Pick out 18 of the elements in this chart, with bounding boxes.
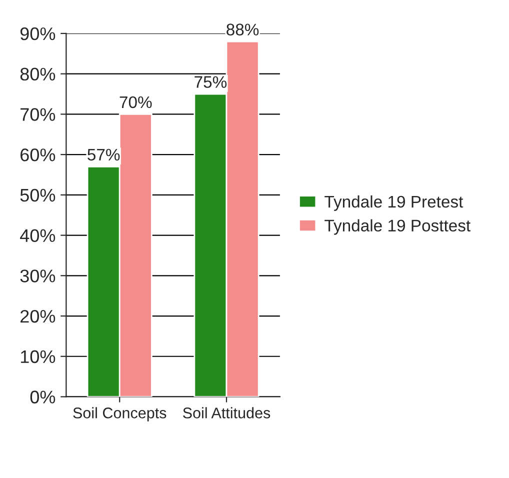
y-tick-label: 50% xyxy=(20,188,56,202)
legend-label: Tyndale 19 Posttest xyxy=(324,219,470,235)
y-tick-label: 40% xyxy=(20,229,56,242)
x-tick-label: Soil Attitudes xyxy=(183,407,270,418)
x-tick-label: Soil Concepts xyxy=(73,407,166,422)
y-tick-label: 30% xyxy=(20,270,56,282)
data-label: 75% xyxy=(194,76,227,88)
y-tick-label: 20% xyxy=(20,310,56,323)
y-tick-label: 70% xyxy=(20,108,56,121)
data-label: 57% xyxy=(88,148,120,161)
y-tick-label: 10% xyxy=(20,350,56,364)
y-tick-label: 60% xyxy=(20,148,56,162)
data-label: 70% xyxy=(120,96,152,108)
legend-label: Tyndale 19 Pretest xyxy=(324,195,464,211)
y-tick-label: 0% xyxy=(30,390,56,404)
y-tick-label: 80% xyxy=(20,68,56,81)
y-tick-label: 90% xyxy=(20,27,56,40)
data-label: 88% xyxy=(226,24,259,36)
